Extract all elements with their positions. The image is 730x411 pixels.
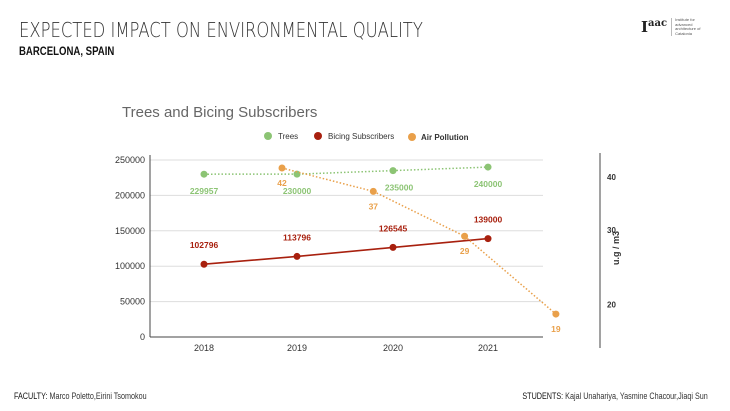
- y2-tick-label: 20: [607, 301, 616, 310]
- data-point: [293, 252, 301, 260]
- y2-tick-label: 30: [607, 226, 616, 235]
- x-tick-label: 2021: [478, 343, 498, 353]
- y2-axis-label: u.g / m3: [611, 231, 621, 265]
- legend: Trees Bicing Subscribers Air Pollution: [264, 132, 469, 142]
- data-label: 240000: [474, 179, 503, 189]
- page-title: EXPECTED IMPACT ON ENVIRONMENTAL QUALITY: [19, 18, 423, 42]
- data-label: 102796: [190, 240, 219, 250]
- y2-tick-label: 40: [607, 173, 616, 182]
- data-point: [552, 310, 560, 318]
- x-tick-label: 2019: [287, 343, 307, 353]
- legend-marker-bicing: [314, 132, 322, 140]
- data-point: [484, 235, 492, 243]
- logo-caption: Institute for advanced architecture of C…: [671, 17, 709, 36]
- data-label: 229957: [190, 186, 219, 196]
- students-credit: STUDENTS: Kajal Unahariya, Yasmine Chaco…: [522, 391, 708, 401]
- legend-bicing: Bicing Subscribers: [328, 132, 394, 141]
- y-tick-label: 250000: [115, 155, 145, 165]
- legend-marker-air: [408, 133, 416, 141]
- data-label: 126545: [379, 223, 408, 233]
- series-line-1: [203, 237, 489, 266]
- data-point: [389, 167, 397, 175]
- data-label: 235000: [385, 183, 414, 193]
- data-label: 113796: [283, 232, 311, 242]
- data-label: 139000: [474, 215, 503, 225]
- data-point: [200, 170, 208, 178]
- y-tick-label: 150000: [115, 226, 145, 236]
- y-tick-label: 100000: [115, 261, 145, 271]
- data-label: 29: [460, 246, 470, 256]
- data-point: [461, 232, 469, 240]
- data-label: 230000: [283, 186, 312, 196]
- chart-title: Trees and Bicing Subscribers: [122, 104, 317, 121]
- data-point: [369, 187, 377, 195]
- legend-air: Air Pollution: [421, 133, 469, 142]
- data-point: [389, 243, 397, 251]
- data-label: 37: [369, 201, 379, 211]
- logo-mark: Iaac: [641, 18, 668, 36]
- data-point: [293, 170, 301, 178]
- series-line-2: [281, 167, 557, 315]
- y-tick-label: 0: [140, 332, 145, 342]
- x-tick-label: 2020: [383, 343, 403, 353]
- data-point: [278, 164, 286, 172]
- data-label: 42: [277, 178, 287, 188]
- legend-trees: Trees: [278, 132, 298, 141]
- y-tick-label: 50000: [120, 297, 145, 307]
- faculty-credit: FACULTY: Marco Poletto,Eirini Tsomokou: [14, 391, 147, 401]
- data-label: 19: [551, 324, 561, 334]
- x-tick-label: 2018: [194, 343, 214, 353]
- iaac-logo: Iaac Institute for advanced architecture…: [641, 17, 709, 36]
- y-tick-label: 200000: [115, 190, 145, 200]
- legend-marker-trees: [264, 132, 272, 140]
- data-point: [484, 163, 492, 171]
- page-subtitle: BARCELONA, SPAIN: [19, 44, 115, 58]
- series-line-0: [203, 166, 489, 175]
- data-point: [200, 260, 208, 268]
